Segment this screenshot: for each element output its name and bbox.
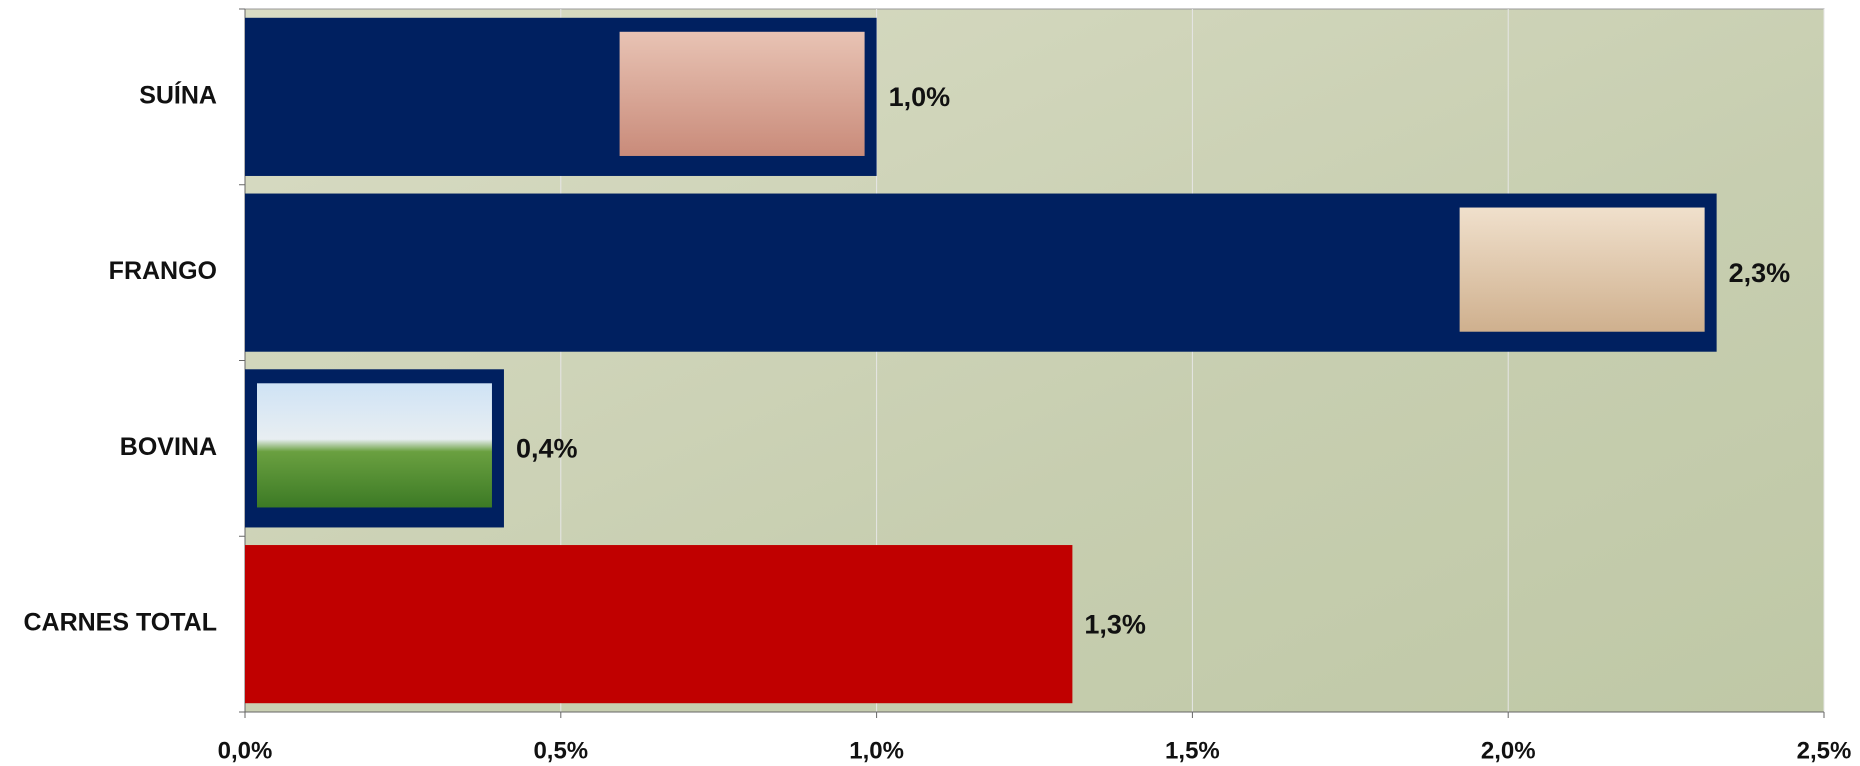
x-tick-label: 1,5% — [1165, 737, 1220, 764]
photo — [1459, 207, 1705, 332]
photo — [257, 383, 492, 508]
y-tick-label: CARNES TOTAL — [23, 609, 217, 637]
value-label: 0,4% — [516, 434, 578, 464]
bar — [245, 545, 1073, 704]
y-tick-label: BOVINA — [120, 433, 217, 461]
value-label: 1,0% — [889, 82, 951, 112]
value-label: 1,3% — [1084, 609, 1146, 639]
x-tick-label: 1,0% — [849, 737, 904, 764]
x-tick-label: 2,5% — [1797, 737, 1852, 764]
x-tick-label: 2,0% — [1481, 737, 1536, 764]
x-tick-label: 0,5% — [533, 737, 588, 764]
y-tick-label: FRANGO — [109, 257, 217, 285]
x-tick-label: 0,0% — [218, 737, 273, 764]
y-tick-label: SUÍNA — [139, 80, 217, 109]
photo — [619, 31, 865, 156]
value-label: 2,3% — [1729, 258, 1791, 288]
